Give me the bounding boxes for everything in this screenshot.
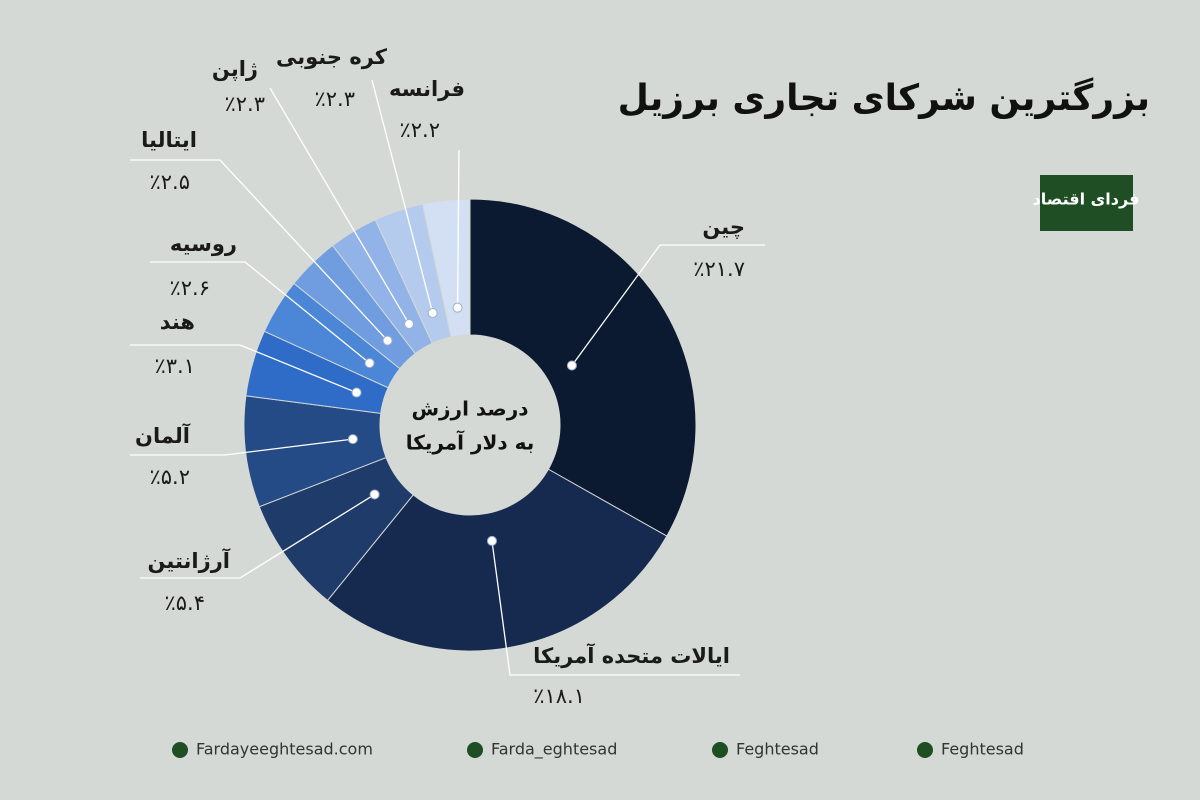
- leader-line: [571, 244, 765, 366]
- logo-box: [1040, 175, 1133, 231]
- category-label: هند: [160, 310, 195, 334]
- footer-icon: [172, 742, 188, 758]
- category-label: ایالات متحده آمریکا: [533, 643, 730, 668]
- leader-dot: [369, 489, 380, 500]
- leader-dot: [347, 434, 358, 445]
- value-label: ٪۲۱.۷: [693, 257, 745, 281]
- leader-line: [130, 159, 389, 342]
- category-label: روسیه: [170, 232, 237, 256]
- category-label: کره جنوبی: [276, 45, 388, 69]
- leader-line: [456, 149, 460, 308]
- value-label: ٪۵.۲: [149, 465, 190, 489]
- footer-icon: [917, 742, 933, 758]
- category-label: ژاپن: [212, 57, 258, 81]
- leader-line: [140, 493, 375, 579]
- category-label: آلمان: [135, 423, 191, 448]
- category-label: آرژانتین: [147, 548, 230, 573]
- category-label: ایتالیا: [141, 128, 197, 152]
- leader-line: [150, 261, 370, 364]
- value-label: ٪۲.۲: [399, 118, 440, 142]
- center-label: درصد ارزش: [411, 397, 528, 421]
- value-label: ٪۳.۱: [154, 354, 195, 378]
- leader-line: [371, 79, 434, 314]
- leader-dot: [452, 302, 463, 313]
- leader-line: [130, 438, 353, 456]
- value-label: ٪۲.۵: [149, 170, 190, 194]
- leader-dot: [427, 308, 438, 319]
- leader-line: [491, 540, 740, 676]
- value-label: ٪۲.۳: [224, 92, 265, 116]
- value-label: ٪۵.۴: [164, 591, 205, 615]
- donut-hole: [381, 336, 559, 514]
- category-label: فرانسه: [389, 77, 465, 101]
- logo: فردای اقتصاد: [1033, 190, 1140, 209]
- category-label: چین: [702, 215, 745, 239]
- leader-line: [130, 344, 357, 394]
- value-label: ٪۲.۶: [169, 276, 210, 300]
- leader-dot: [566, 360, 577, 371]
- slice: [469, 198, 697, 537]
- chart-title: بزرگترین شرکای تجاری برزیل: [618, 77, 1150, 119]
- footer-link: Fardayeeghtesad.com: [196, 740, 373, 759]
- footer-link: Feghtesad: [941, 740, 1024, 759]
- leader-dot: [351, 387, 362, 398]
- slice: [326, 468, 668, 652]
- leader-dot: [486, 535, 497, 546]
- center-label: به دلار آمریکا: [406, 430, 535, 455]
- footer-link: Feghtesad: [736, 740, 819, 759]
- value-label: ٪۲.۳: [314, 87, 355, 111]
- leader-dot: [364, 358, 375, 369]
- footer-icon: [712, 742, 728, 758]
- footer-link: Farda_eghtesad: [491, 740, 617, 760]
- value-label: ٪۱۸.۱: [533, 684, 585, 708]
- leader-dot: [404, 318, 415, 329]
- footer: Fardayeeghtesad.com Farda_eghtesad Feghtes…: [172, 740, 1024, 760]
- leader-line: [269, 87, 410, 325]
- footer-icon: [467, 742, 483, 758]
- leader-dot: [382, 335, 393, 346]
